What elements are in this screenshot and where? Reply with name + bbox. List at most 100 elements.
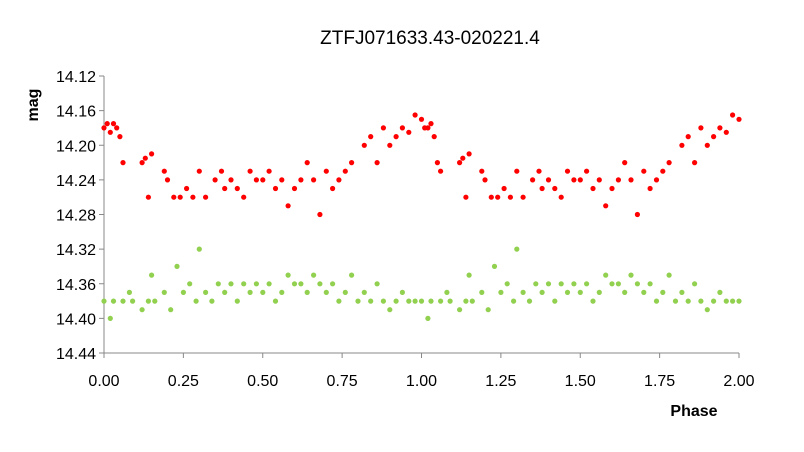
data-point [653, 177, 660, 183]
data-point [520, 289, 526, 295]
data-point [336, 177, 342, 183]
data-point [457, 160, 463, 166]
data-point [692, 160, 698, 166]
data-point [571, 177, 577, 183]
data-point [558, 281, 564, 287]
data-point [145, 298, 151, 304]
data-point [209, 298, 215, 304]
data-point [279, 289, 285, 295]
data-point [387, 307, 393, 313]
data-point [110, 298, 117, 304]
data-point [222, 185, 228, 192]
chart-title: ZTFJ071633.43-020221.4 [320, 28, 540, 49]
x-tick-label: 2.00 [723, 373, 754, 390]
data-point [491, 263, 498, 269]
data-point [564, 168, 571, 174]
data-point [628, 177, 634, 183]
data-point [101, 125, 107, 131]
data-point [533, 281, 539, 287]
data-point [552, 185, 558, 192]
data-point [104, 121, 110, 127]
data-point [609, 185, 615, 192]
data-point [609, 281, 615, 287]
data-point [323, 168, 329, 174]
data-point [349, 160, 355, 166]
data-point [164, 177, 171, 183]
data-point [149, 272, 155, 278]
data-point [298, 177, 304, 183]
data-point [679, 289, 685, 295]
x-tick-label: 0.75 [327, 373, 358, 390]
data-point [368, 298, 374, 304]
data-point [228, 177, 234, 183]
data-point [152, 298, 158, 304]
data-point [641, 168, 647, 174]
data-point [317, 211, 323, 218]
data-point [196, 246, 202, 252]
data-point [368, 134, 374, 140]
data-point [161, 168, 167, 174]
data-point [272, 185, 279, 192]
data-point [234, 298, 240, 304]
data-point [168, 307, 174, 313]
data-point [444, 289, 450, 295]
data-point [304, 289, 310, 295]
data-point [596, 289, 602, 295]
data-point [692, 281, 698, 287]
data-point [342, 168, 348, 174]
data-point [723, 298, 729, 304]
data-point [622, 160, 628, 166]
data-point [279, 177, 285, 183]
data-point [374, 281, 380, 287]
data-point [647, 185, 653, 192]
data-point [117, 134, 123, 140]
data-point [711, 298, 717, 304]
data-point [107, 315, 113, 321]
data-point [717, 289, 723, 295]
data-point [330, 185, 336, 192]
y-tick-label: 14.16 [56, 104, 96, 121]
data-point [393, 298, 399, 304]
y-tick-label: 14.20 [56, 138, 96, 155]
data-point [526, 298, 533, 304]
data-point [241, 281, 247, 287]
data-point [253, 281, 259, 287]
data-point [641, 289, 647, 295]
data-point [247, 168, 253, 174]
data-point [628, 272, 634, 278]
series-1-points [101, 112, 742, 218]
data-point [212, 177, 218, 183]
x-tick-label: 0.00 [88, 373, 119, 390]
data-point [479, 289, 485, 295]
data-point [590, 298, 596, 304]
data-point [736, 298, 742, 304]
data-point [539, 289, 545, 295]
x-tick-label: 0.25 [168, 373, 199, 390]
data-point [596, 177, 602, 183]
data-point [704, 307, 710, 313]
data-point [323, 289, 329, 295]
data-point [603, 272, 609, 278]
data-point [469, 298, 475, 304]
data-point [260, 289, 266, 295]
data-point [222, 289, 228, 295]
data-point [311, 272, 317, 278]
data-point [291, 281, 298, 287]
y-tick-label: 14.32 [56, 242, 96, 259]
data-point [730, 298, 736, 304]
data-point [139, 160, 145, 166]
data-point [530, 177, 536, 183]
data-point [634, 211, 641, 218]
data-point [291, 185, 298, 192]
x-tick-label: 1.50 [565, 373, 596, 390]
data-point [412, 112, 418, 118]
data-point [679, 142, 685, 148]
data-point [590, 185, 596, 192]
data-point [412, 298, 418, 304]
data-point [190, 194, 196, 200]
data-point [466, 151, 472, 157]
data-point [184, 185, 190, 192]
data-point [260, 177, 266, 183]
data-point [174, 263, 180, 269]
data-point [698, 298, 704, 304]
